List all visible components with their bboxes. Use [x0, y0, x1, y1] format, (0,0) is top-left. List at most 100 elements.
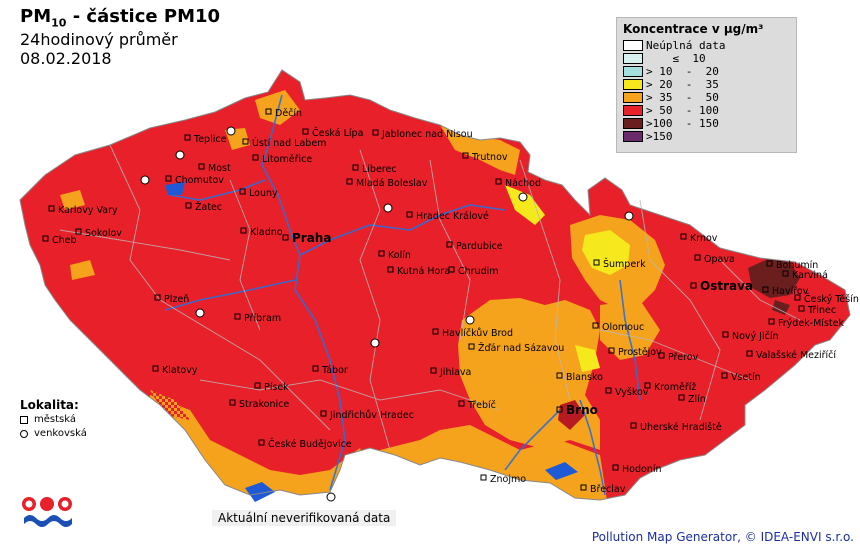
legend-label: > 50 - 100	[646, 103, 719, 117]
station-marker	[42, 235, 49, 242]
station-marker	[746, 350, 753, 357]
station-marker	[378, 250, 385, 257]
station-marker	[239, 188, 246, 195]
town-label: Valašské Meziříčí	[756, 350, 836, 361]
station-marker	[495, 178, 502, 185]
legend-label: Neúplná data	[646, 38, 726, 52]
town-label: Třebíč	[467, 400, 496, 411]
town-label: Strakonice	[239, 399, 289, 410]
town-label: Cheb	[52, 235, 77, 246]
town-label: Frýdek-Místek	[778, 318, 844, 329]
legend-item: > 35 - 50	[623, 91, 790, 104]
station-marker	[234, 313, 241, 320]
station-marker	[762, 286, 769, 293]
legend-item: > 10 - 20	[623, 65, 790, 78]
town-label: Vsetín	[731, 372, 761, 383]
station-marker	[152, 365, 159, 372]
legend-swatch	[623, 53, 643, 64]
legend-item: >100 - 150	[623, 117, 790, 130]
town-label: České Budějovice	[268, 438, 352, 450]
station-marker	[352, 164, 359, 171]
rural-station-marker	[465, 315, 475, 325]
legend-label: > 20 - 35	[646, 77, 719, 91]
station-marker	[458, 400, 465, 407]
data-status-note: Aktuální neverifikovaná data	[212, 510, 397, 526]
station-marker	[798, 305, 805, 312]
station-marker	[768, 318, 775, 325]
town-label: Písek	[264, 382, 289, 393]
legend-swatch	[623, 66, 643, 77]
town-label: Vyškov	[615, 387, 649, 398]
station-marker	[448, 266, 455, 273]
town-label: Chomutov	[175, 175, 224, 186]
town-label: Praha	[292, 231, 331, 245]
circle-marker-icon	[20, 430, 28, 438]
town-label: Šumperk	[603, 258, 646, 270]
station-marker	[605, 387, 612, 394]
station-marker	[722, 331, 729, 338]
town-label: Nový Jičín	[732, 331, 779, 342]
rural-station-marker	[624, 211, 634, 221]
station-marker	[612, 464, 619, 471]
credit-text: Pollution Map Generator, © IDEA-ENVI s.r…	[591, 530, 854, 544]
town-label: Kroměříž	[654, 382, 696, 393]
legend-item: >150	[623, 130, 790, 143]
town-label: Trutnov	[471, 152, 508, 163]
town-label: Opava	[704, 254, 735, 265]
town-label: Hodonín	[622, 464, 661, 475]
station-marker	[690, 282, 697, 289]
station-marker	[446, 241, 453, 248]
rural-station-marker	[370, 338, 380, 348]
legend-swatch	[623, 92, 643, 103]
town-label: Přerov	[668, 352, 699, 363]
concentration-legend: Koncentrace v μg/m³ Neúplná data ≤ 10 > 1…	[616, 17, 797, 153]
legend-item: Neúplná data	[623, 39, 790, 52]
town-label: Louny	[249, 188, 278, 199]
station-marker	[480, 474, 487, 481]
town-label: Hradec Králové	[416, 211, 489, 222]
station-type-rural: venkovská	[20, 427, 87, 441]
town-label: Olomouc	[602, 322, 644, 333]
station-marker	[48, 205, 55, 212]
station-marker	[782, 270, 789, 277]
town-label: Žďár nad Sázavou	[478, 342, 564, 354]
legend-title: Koncentrace v μg/m³	[623, 22, 764, 36]
town-label: Kutná Hora	[397, 266, 450, 277]
station-marker	[254, 382, 261, 389]
station-marker	[432, 328, 439, 335]
legend-label: >150	[646, 129, 673, 143]
station-marker	[346, 178, 353, 185]
town-label: Tábor	[321, 365, 348, 376]
town-label: Bohumín	[776, 260, 818, 271]
town-label: Náchod	[505, 178, 541, 189]
town-label: Jihlava	[439, 367, 471, 378]
town-label: Třinec	[807, 305, 836, 316]
station-marker	[680, 233, 687, 240]
station-marker	[229, 399, 236, 406]
station-marker	[556, 372, 563, 379]
town-label: Znojmo	[490, 474, 526, 485]
station-marker	[240, 227, 247, 234]
town-label: Teplice	[193, 134, 227, 145]
station-marker	[766, 260, 773, 267]
town-label: Karlovy Vary	[58, 205, 118, 216]
legend-label: > 35 - 50	[646, 90, 719, 104]
station-marker	[258, 439, 265, 446]
town-label: Zlín	[688, 394, 706, 405]
town-label: Ústí nad Labem	[252, 137, 326, 149]
legend-swatch	[623, 118, 643, 129]
town-label: Brno	[566, 403, 598, 417]
station-marker	[644, 382, 651, 389]
town-label: Břeclav	[590, 484, 626, 495]
station-marker	[556, 406, 563, 413]
legend-swatch	[623, 79, 643, 90]
town-label: Klatovy	[162, 365, 198, 376]
station-marker	[265, 108, 272, 115]
map-subtitle: 24hodinový průměr	[20, 30, 178, 49]
rural-station-marker	[175, 150, 185, 160]
town-label: Prostějov	[618, 347, 662, 358]
town-label: Jindřichův Hradec	[329, 410, 414, 421]
station-marker	[242, 138, 249, 145]
legend-label: ≤ 10	[646, 51, 706, 65]
